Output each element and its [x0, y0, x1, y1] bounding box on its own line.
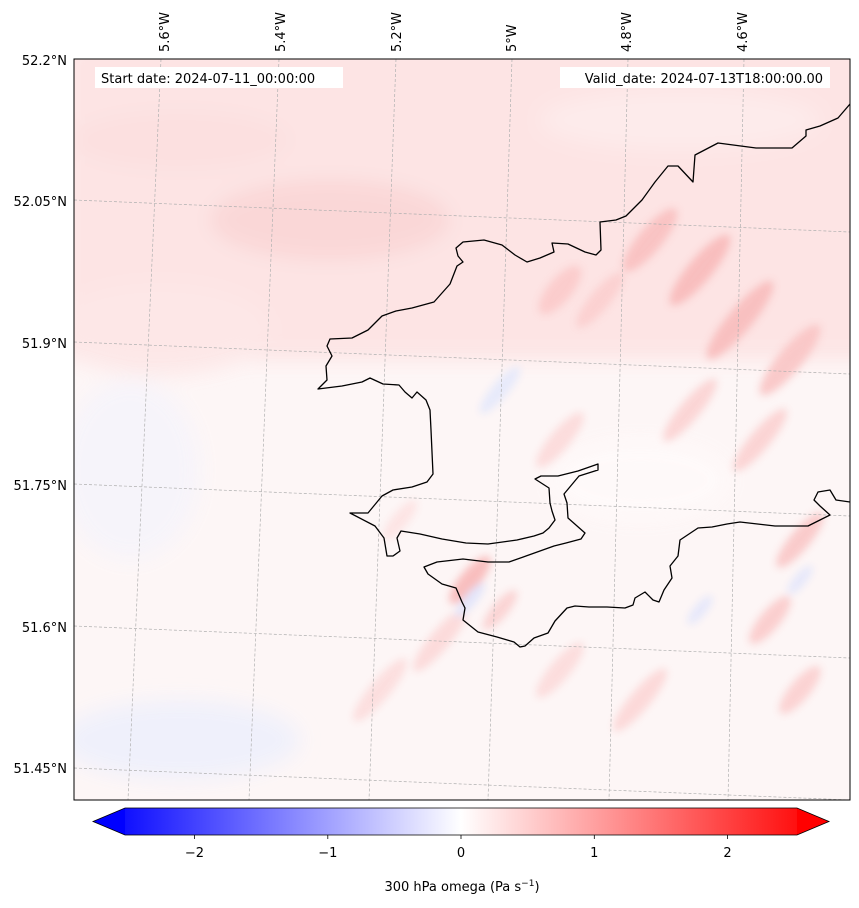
longitude-labels: 5.6°W 5.4°W 5.2°W 5°W 4.8°W 4.6°W — [158, 12, 751, 52]
valid-date-label: Valid_date: 2024-07-13T18:00:00.00 — [585, 72, 823, 87]
colorbar-ticks — [194, 835, 728, 839]
meridian-line — [248, 59, 280, 800]
lat-label: 51.6°N — [22, 621, 67, 636]
meridian-line — [608, 59, 629, 800]
valid-date-box: Valid_date: 2024-07-13T18:00:00.00 — [560, 67, 830, 88]
meridian-line — [127, 59, 162, 800]
colorbar-tick-label: 1 — [590, 846, 598, 861]
colorbar-tick-label: −1 — [318, 846, 337, 861]
lat-label: 51.45°N — [14, 762, 67, 777]
colorbar-tick-label: 0 — [457, 846, 465, 861]
meridian-line — [727, 59, 745, 800]
coastline — [317, 103, 850, 648]
lat-label: 51.75°N — [14, 479, 67, 494]
parallel-line — [74, 341, 850, 375]
latitude-labels: 52.2°N 52.05°N 51.9°N 51.75°N 51.6°N 51.… — [14, 54, 67, 777]
colorbar-body — [125, 808, 797, 835]
parallel-line — [74, 199, 850, 233]
start-date-label: Start date: 2024-07-11_00:00:00 — [101, 72, 315, 87]
colorbar-outline — [91, 807, 831, 836]
start-date-box: Start date: 2024-07-11_00:00:00 — [95, 67, 343, 88]
lon-label: 5.4°W — [274, 12, 289, 52]
lon-label: 5°W — [505, 24, 520, 52]
lat-label: 52.05°N — [14, 195, 67, 210]
lon-label: 5.2°W — [390, 12, 405, 52]
meridian-line — [487, 59, 513, 800]
meridian-line — [368, 59, 397, 800]
parallel-line — [74, 625, 850, 659]
parallel-line — [74, 483, 850, 517]
colorbar-tick-labels: −2 −1 0 1 2 — [185, 846, 732, 861]
lon-label: 4.8°W — [620, 12, 635, 52]
colorbar-extend-high — [797, 808, 829, 835]
lon-label: 4.6°W — [736, 12, 751, 52]
parallel-line — [74, 767, 850, 800]
map-panel — [74, 59, 850, 800]
colorbar-extend-low — [93, 808, 125, 835]
colorbar-tick-label: −2 — [185, 846, 204, 861]
lat-label: 52.2°N — [22, 54, 67, 69]
lat-label: 51.9°N — [22, 337, 67, 352]
map-frame — [73, 58, 851, 801]
colorbar: −2 −1 0 1 2 300 hPa omega (Pa s−1) — [91, 807, 831, 895]
graticule — [74, 59, 850, 800]
colorbar-label: 300 hPa omega (Pa s−1) — [384, 879, 539, 895]
omega-field — [74, 59, 850, 780]
lon-label: 5.6°W — [158, 12, 173, 52]
colorbar-tick-label: 2 — [723, 846, 731, 861]
